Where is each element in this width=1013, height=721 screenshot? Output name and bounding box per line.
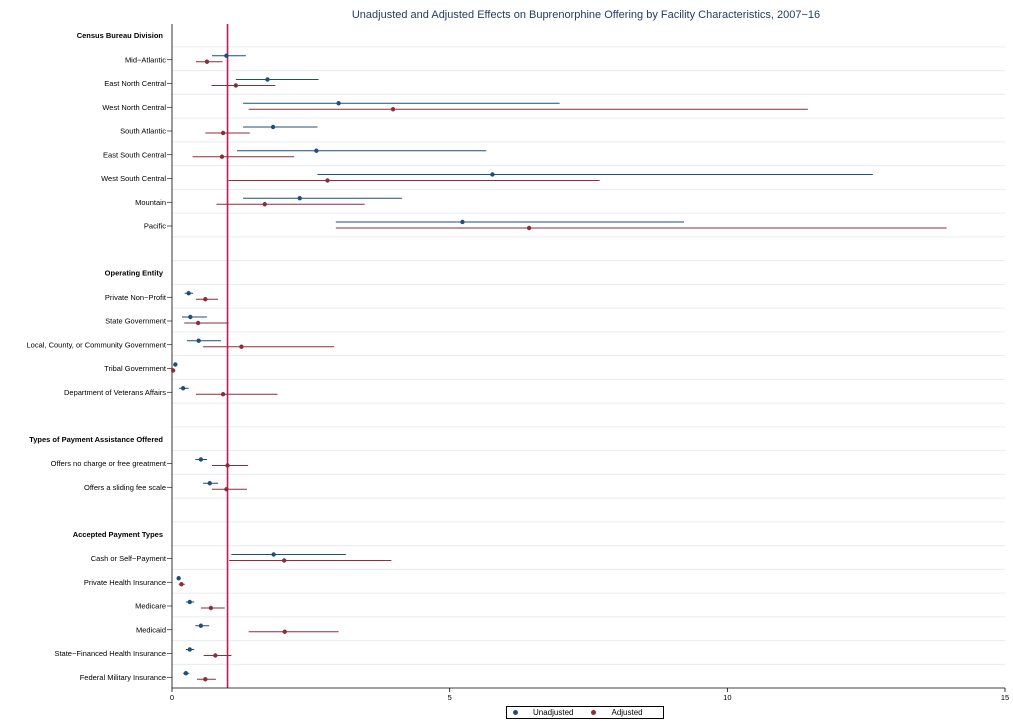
unadjusted-point	[198, 623, 204, 628]
adjusted-point	[213, 653, 218, 658]
adjusted-point	[233, 83, 239, 88]
row-label: Cash or Self−Payment	[91, 554, 167, 563]
unadjusted-point	[176, 576, 181, 581]
unadjusted-point	[183, 671, 189, 676]
adjusted-point	[179, 582, 184, 587]
legend-item-adjusted: Adjusted	[591, 708, 643, 717]
estimate-marks	[170, 53, 947, 682]
row-label: State−Financed Health Insurance	[54, 649, 166, 658]
row-label: Mid−Atlantic	[125, 55, 166, 64]
row-label: East North Central	[104, 79, 166, 88]
x-tick-label: 5	[448, 693, 452, 702]
adjusted-point	[204, 59, 210, 64]
row-label: State Government	[105, 317, 167, 326]
row-label: Offers no charge or free greatment	[51, 459, 167, 468]
adjusted-point	[220, 130, 226, 136]
row-label: Pacific	[144, 222, 166, 231]
row-label: East South Central	[103, 150, 166, 159]
row-label: Mountain	[135, 198, 166, 207]
row-labels: Census Bureau Division Mid−Atlantic East N…	[26, 31, 172, 682]
x-axis: 0 5 10 15	[170, 24, 1009, 702]
unadjusted-point	[336, 101, 341, 106]
adjusted-point	[224, 487, 229, 492]
x-tick-label: 15	[1001, 693, 1009, 702]
legend-label-adjusted: Adjusted	[611, 708, 643, 717]
unadjusted-point	[187, 647, 192, 652]
unadjusted-point	[265, 77, 270, 82]
unadjusted-point	[460, 219, 465, 225]
unadjusted-point	[198, 457, 204, 462]
group-header: Accepted Payment Types	[73, 530, 163, 539]
x-tick-label: 0	[170, 693, 174, 702]
adjusted-point	[281, 558, 287, 563]
row-label: Federal Military Insurance	[80, 673, 166, 682]
adjusted-point	[225, 463, 230, 468]
adjusted-point	[195, 320, 201, 326]
row-label: Medicaid	[136, 625, 166, 634]
unadjusted-point	[180, 386, 186, 391]
unadjusted-point	[196, 338, 201, 343]
row-label: Department of Veterans Affairs	[64, 388, 166, 397]
adjusted-point	[282, 629, 287, 634]
row-label: Private Non−Profit	[105, 293, 167, 302]
adjusted-point	[220, 392, 226, 397]
unadjusted-point	[271, 552, 276, 557]
group-header: Operating Entity	[105, 269, 164, 278]
group-header: Types of Payment Assistance Offered	[29, 435, 163, 444]
row-label: Local, County, or Community Government	[26, 340, 166, 349]
legend-label-unadjusted: Unadjusted	[533, 708, 574, 717]
adjusted-point	[262, 202, 267, 207]
chart-title: Unadjusted and Adjusted Effects on Bupre…	[352, 9, 820, 21]
unadjusted-point	[173, 362, 178, 367]
adjusted-point	[208, 605, 214, 611]
unadjusted-point	[297, 196, 302, 201]
x-tick-label: 10	[723, 693, 731, 702]
gridlines	[172, 46, 1005, 665]
row-label: Private Health Insurance	[84, 578, 166, 587]
unadjusted-point	[490, 172, 495, 177]
row-label: West North Central	[102, 103, 166, 112]
unadjusted-point	[186, 291, 191, 296]
row-label: West South Central	[101, 174, 166, 183]
unadjusted-point	[314, 148, 319, 153]
adjusted-point	[203, 297, 208, 302]
legend-marker-unadjusted	[513, 710, 518, 715]
adjusted-point	[170, 368, 176, 373]
unadjusted-point	[224, 53, 229, 58]
unadjusted-point	[207, 481, 212, 486]
adjusted-point	[390, 107, 396, 112]
unadjusted-point	[270, 124, 276, 130]
unadjusted-point	[187, 599, 192, 605]
row-label: Tribal Government	[104, 364, 167, 373]
adjusted-point	[203, 677, 208, 682]
adjusted-point	[325, 178, 330, 183]
row-label: Offers a sliding fee scale	[84, 483, 166, 492]
adjusted-point	[526, 225, 532, 231]
unadjusted-point	[188, 314, 193, 320]
legend-item-unadjusted: Unadjusted	[513, 708, 573, 717]
group-header: Census Bureau Division	[77, 31, 164, 40]
row-label: South Atlantic	[120, 127, 166, 136]
adjusted-point	[239, 344, 244, 349]
legend: Unadjusted Adjusted	[506, 706, 664, 719]
adjusted-point	[219, 154, 225, 159]
row-label: Medicare	[135, 602, 166, 611]
legend-marker-adjusted	[591, 710, 597, 715]
